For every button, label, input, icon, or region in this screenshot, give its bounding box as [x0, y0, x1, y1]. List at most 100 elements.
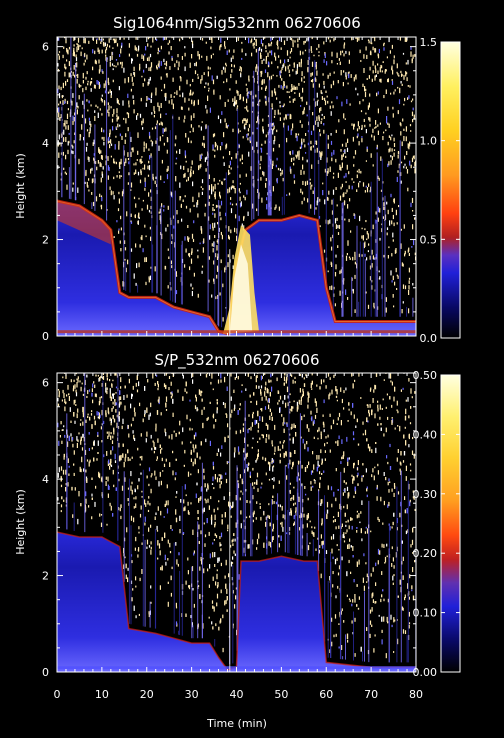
noise-pixel: [412, 595, 415, 601]
noise-pixel: [77, 37, 80, 43]
noise-pixel: [283, 81, 285, 87]
noise-pixel: [367, 233, 369, 239]
noise-pixel: [350, 230, 352, 233]
noise-pixel: [126, 394, 128, 398]
noise-pixel: [240, 510, 242, 515]
noise-pixel: [200, 163, 202, 168]
noise-pixel: [184, 195, 186, 198]
noise-pixel: [76, 378, 78, 381]
noise-pixel: [271, 478, 273, 480]
noise-pixel: [188, 98, 190, 101]
noise-pixel: [111, 118, 114, 123]
noise-pixel: [183, 464, 185, 467]
noise-pixel: [81, 447, 84, 451]
noise-pixel: [351, 474, 353, 477]
noise-pixel: [119, 54, 121, 57]
noise-pixel: [342, 455, 344, 459]
noise-pixel: [405, 136, 407, 142]
noise-pixel: [399, 512, 401, 518]
noise-pixel: [412, 107, 414, 111]
noise-pixel: [403, 165, 405, 169]
noise-pixel: [397, 425, 399, 427]
noise-pixel: [247, 429, 249, 434]
noise-pixel: [183, 174, 185, 178]
noise-pixel: [414, 391, 416, 394]
noise-pixel: [99, 513, 101, 517]
noise-pixel: [352, 136, 354, 142]
noise-pixel: [108, 136, 110, 142]
noise-pixel: [274, 52, 276, 58]
noise-pixel: [109, 362, 110, 367]
noise-pixel: [118, 411, 120, 416]
noise-pixel: [135, 503, 137, 508]
noise-pixel: [162, 470, 164, 472]
noise-pixel: [310, 470, 313, 475]
noise-pixel: [353, 463, 355, 469]
noise-pixel: [155, 428, 157, 432]
noise-pixel: [322, 182, 324, 185]
noise-pixel: [144, 257, 146, 263]
noise-pixel: [112, 401, 114, 405]
noise-pixel: [105, 34, 106, 36]
noise-pixel: [332, 189, 335, 195]
noise-pixel: [271, 107, 274, 110]
noise-pixel: [195, 397, 197, 402]
noise-pixel: [131, 76, 133, 82]
noise-pixel: [251, 446, 253, 449]
noise-pixel: [140, 433, 142, 437]
noise-pixel: [245, 173, 247, 177]
noise-pixel: [321, 92, 323, 95]
noise-pixel: [284, 85, 286, 88]
noise-pixel: [190, 502, 192, 505]
noise-pixel: [95, 104, 97, 107]
noise-pixel: [211, 519, 213, 525]
noise-pixel: [85, 76, 87, 80]
noise-pixel: [388, 501, 390, 507]
noise-pixel: [100, 514, 103, 516]
noise-pixel: [201, 75, 203, 81]
noise-pixel: [306, 101, 308, 105]
noise-pixel: [404, 509, 406, 514]
noise-pixel: [191, 54, 193, 59]
noise-pixel: [234, 101, 237, 105]
noise-pixel: [179, 182, 181, 188]
noise-pixel: [97, 81, 100, 85]
noise-pixel: [375, 582, 377, 586]
noise-pixel: [263, 58, 265, 61]
noise-pixel: [244, 107, 246, 109]
noise-pixel: [367, 304, 370, 309]
noise-pixel: [373, 475, 375, 481]
noise-pixel: [289, 393, 291, 396]
noise-pixel: [354, 597, 356, 603]
noise-pixel: [362, 421, 364, 425]
x-axis-label: Time (min): [206, 717, 267, 730]
noise-pixel: [385, 653, 387, 659]
noise-pixel: [167, 285, 169, 289]
noise-pixel: [327, 135, 329, 140]
noise-pixel: [94, 115, 96, 121]
noise-pixel: [216, 452, 218, 456]
noise-pixel: [281, 105, 283, 108]
noise-pixel: [257, 80, 259, 84]
noise-pixel: [71, 144, 73, 147]
noise-pixel: [145, 438, 147, 443]
panel1-colorbar: 0.00.51.01.5: [420, 36, 461, 345]
noise-pixel: [331, 641, 333, 647]
noise-pixel: [65, 66, 67, 70]
noise-pixel: [345, 181, 347, 183]
noise-pixel: [145, 46, 147, 51]
noise-pixel: [220, 119, 222, 124]
noise-pixel: [108, 140, 110, 143]
noise-pixel: [391, 80, 394, 85]
noise-pixel: [247, 109, 249, 113]
noise-pixel: [193, 204, 195, 207]
noise-pixel: [286, 137, 288, 143]
noise-pixel: [95, 161, 97, 164]
noise-pixel: [378, 48, 380, 54]
noise-pixel: [301, 124, 303, 128]
noise-pixel: [278, 84, 280, 88]
noise-pixel: [138, 45, 140, 51]
noise-pixel: [245, 453, 247, 459]
noise-pixel: [110, 450, 112, 455]
noise-pixel: [335, 129, 337, 133]
